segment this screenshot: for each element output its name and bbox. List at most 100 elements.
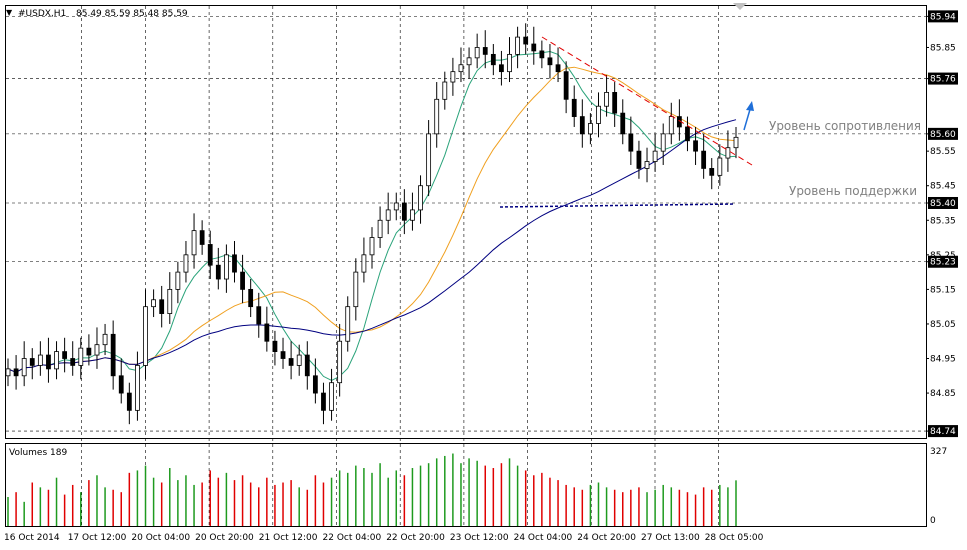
candles — [5, 23, 739, 425]
candle-body — [563, 71, 569, 100]
candle-body — [345, 306, 351, 342]
candle-body — [604, 92, 609, 107]
candle-body — [410, 209, 415, 221]
dropdown-arrow-icon[interactable]: ▼ — [6, 8, 13, 17]
price-tag-bg — [928, 127, 958, 140]
candle-body — [304, 354, 310, 377]
candle-body — [175, 271, 181, 290]
price-tick-label: 84.85 — [930, 389, 956, 399]
price-tag-label: 85.94 — [930, 12, 956, 22]
candle-body — [377, 219, 383, 238]
candle-body — [571, 98, 577, 117]
candle-body — [5, 368, 11, 377]
candle-body — [361, 254, 367, 273]
candle-body — [555, 64, 561, 73]
candle-body — [37, 354, 43, 366]
candle-body — [312, 375, 318, 394]
price-tick-label: 84.95 — [930, 355, 956, 365]
candle-body — [701, 150, 707, 169]
price-tag: 85.23 — [928, 255, 958, 268]
candle-body — [78, 347, 84, 366]
candle-body — [482, 47, 488, 55]
price-tag-label: 85.23 — [930, 258, 956, 268]
candle-body — [183, 254, 189, 273]
candle-body — [523, 36, 529, 45]
price-tick-label: 85.35 — [930, 216, 956, 226]
price-tag: 85.94 — [928, 10, 958, 23]
candle-body — [499, 64, 504, 73]
price-tag-label: 85.40 — [930, 199, 956, 209]
price-tag-bg — [928, 425, 958, 438]
price-tick-label: 85.15 — [930, 285, 956, 295]
candle-body — [329, 382, 334, 411]
candle-body — [660, 133, 666, 152]
time-tick-label: 20 Oct 20:00 — [195, 533, 254, 543]
candle-body — [102, 333, 108, 346]
candle-body — [628, 133, 634, 152]
candle-body — [110, 333, 116, 377]
candle-body — [596, 105, 601, 124]
candle-body — [393, 202, 399, 211]
candle-body — [709, 168, 715, 176]
resistance-annotation: Уровень сопротивления — [769, 119, 921, 133]
time-tick-label: 22 Oct 04:00 — [323, 533, 382, 543]
time-tick-label: 20 Oct 04:00 — [131, 533, 190, 543]
price-tag: 85.76 — [928, 72, 958, 85]
time-tick-label: 17 Oct 12:00 — [68, 533, 127, 543]
candle-body — [539, 50, 545, 59]
candle-body — [474, 47, 480, 59]
volume-scale-min: 0 — [930, 516, 936, 526]
candle-body — [693, 140, 698, 152]
candle-body — [215, 264, 221, 280]
volume-bars — [7, 453, 737, 526]
candle-body — [369, 237, 375, 256]
candle-body — [151, 299, 157, 308]
price-axis: 85.94 85.85 85.76 85.60 85.55 85.45 85.40 85.35… — [926, 10, 958, 438]
ma-slow-line — [7, 119, 737, 373]
candle-body — [490, 53, 496, 66]
candle-body — [337, 340, 343, 384]
candle-body — [288, 358, 294, 366]
candle-body — [296, 354, 302, 366]
arrow-head-icon — [746, 101, 754, 111]
candle-body — [426, 133, 432, 187]
price-tag: 84.74 — [928, 425, 958, 438]
price-tag-label: 85.76 — [930, 75, 956, 85]
price-tick-label: 85.85 — [930, 43, 956, 53]
time-tick-label: 21 Oct 12:00 — [259, 533, 318, 543]
candle-body — [135, 365, 140, 411]
candle-body — [240, 271, 245, 290]
candle-body — [54, 351, 59, 370]
candle-body — [46, 354, 51, 370]
support-level-line[interactable] — [499, 203, 736, 208]
candle-body — [644, 161, 650, 169]
volume-plot-frame — [5, 443, 927, 527]
candle-body — [70, 358, 76, 366]
resistance-trendline[interactable] — [541, 36, 753, 166]
price-tag-bg — [928, 196, 958, 209]
candle-body — [579, 116, 585, 135]
candle-body — [385, 209, 391, 221]
candle-body — [612, 92, 618, 114]
time-tick-label: 28 Oct 05:00 — [705, 533, 764, 543]
candle-body — [159, 299, 165, 314]
time-tick-label: 23 Oct 12:00 — [450, 533, 509, 543]
candle-body — [507, 53, 512, 73]
chart-shift-marker-icon[interactable] — [733, 3, 747, 10]
price-tick-label: 85.55 — [930, 147, 956, 157]
candle-body — [207, 244, 213, 266]
price-tag-bg — [928, 255, 958, 268]
candle-body — [725, 147, 731, 159]
price-tag: 85.60 — [928, 127, 958, 140]
time-axis: 16 Oct 2014 17 Oct 12:00 20 Oct 04:00 20 Oc… — [4, 533, 764, 543]
price-tag: 85.40 — [928, 196, 958, 209]
candle-body — [167, 288, 173, 314]
candle-body — [256, 306, 262, 325]
candle-body — [223, 254, 229, 280]
candle-body — [442, 81, 448, 100]
candle-body — [62, 351, 68, 359]
candle-body — [280, 351, 286, 359]
candle-body — [434, 98, 440, 135]
price-tick-label: 85.45 — [930, 182, 956, 192]
time-tick-label: 24 Oct 20:00 — [577, 533, 636, 543]
